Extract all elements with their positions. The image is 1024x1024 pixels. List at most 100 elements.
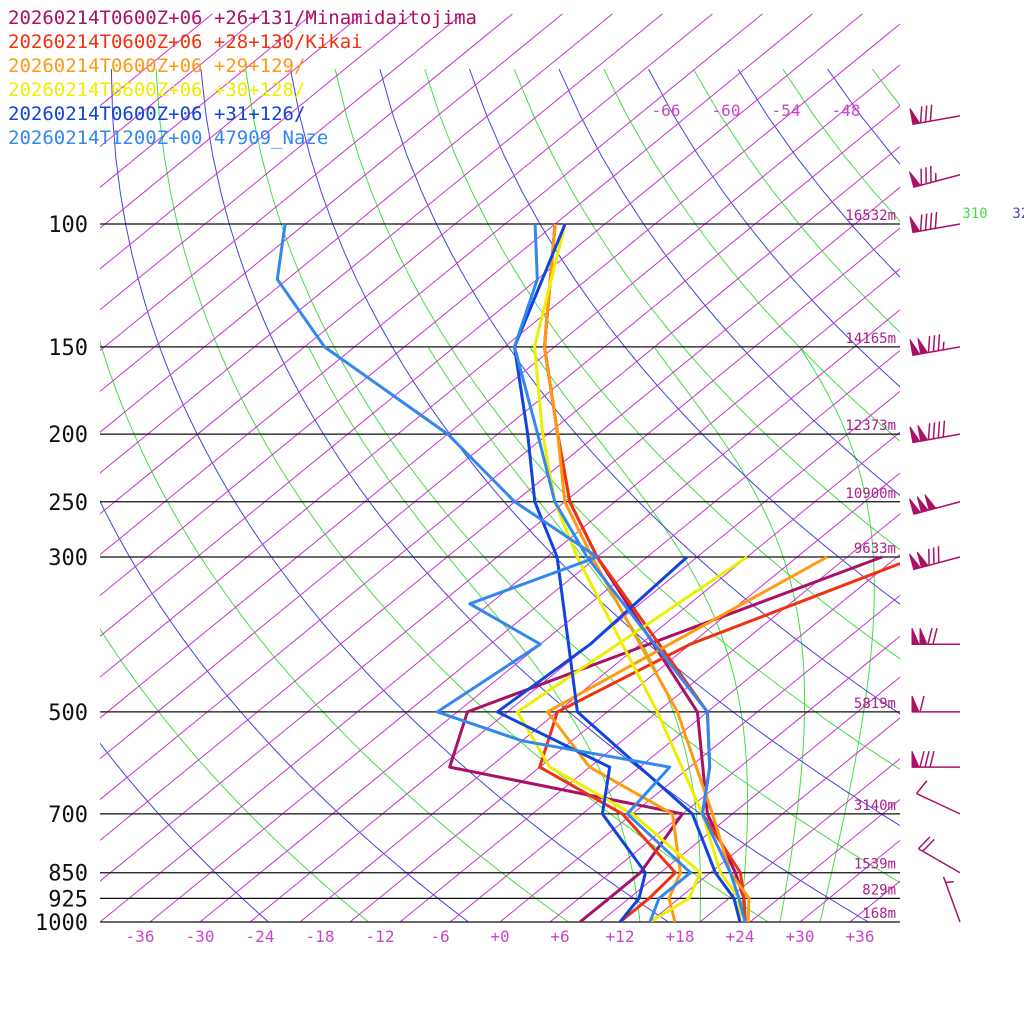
isotherm-line (100, 186, 900, 842)
wind-barb (942, 876, 961, 923)
wind-barb (909, 420, 961, 444)
isotherm-line (100, 23, 900, 678)
isotherms (100, 13, 1024, 922)
wind-barb-flag (927, 628, 933, 645)
isotherm-line (100, 13, 463, 311)
height-label: 14165m (845, 331, 896, 347)
dry-adiabat-line (558, 68, 900, 497)
legend-entry: 20260214T0600Z+06 +31+126/ (8, 103, 305, 125)
pressure-tick-label: 150 (48, 336, 88, 361)
wind-barb (915, 780, 961, 815)
dry-adiabat-line (100, 500, 469, 922)
wind-barb (909, 546, 961, 571)
wind-barb-flag (919, 106, 923, 123)
dewpoint-line (545, 555, 828, 922)
temperature-tick-label: +12 (606, 927, 635, 946)
wind-barb-pennant (911, 750, 920, 768)
temperature-tick-label: -12 (366, 927, 395, 946)
dry-adiabat-line (110, 69, 669, 922)
dry-adiabat-line (424, 68, 900, 660)
isotherm-line (950, 14, 1024, 922)
height-label: 829m (862, 882, 896, 898)
wind-barb-pennant (909, 339, 921, 356)
isotherm-line (199, 349, 900, 922)
dry-adiabat-line (1007, 69, 1024, 922)
wind-barb-flag (924, 750, 930, 768)
isotherm-line (799, 839, 900, 922)
wind-barb-pennant (924, 494, 937, 511)
wind-barb-flag (919, 695, 925, 713)
isotherm-line (100, 13, 563, 393)
dry-adiabat-line (245, 69, 900, 884)
pressure-tick-label: 1000 (35, 911, 88, 936)
pressure-tick-label: 500 (48, 701, 88, 726)
wind-barb-pennant (917, 337, 929, 355)
wind-barb-flag (942, 420, 946, 438)
temperature-tick-label: -24 (246, 927, 275, 946)
dry-adiabat-line (200, 69, 869, 922)
wind-barb-flag (929, 212, 933, 230)
temperature-tick-label: +24 (726, 927, 755, 946)
wind-barb (911, 750, 960, 768)
wind-barb-flag (919, 214, 923, 231)
isotherm-line (100, 13, 413, 270)
dry-adiabat-line (782, 68, 900, 222)
wind-barb-pennant (919, 628, 928, 645)
temperature-line (513, 223, 747, 922)
legend: 20260214T0600Z+06 +26+131/Minamidaitojim… (8, 7, 477, 149)
mixing-ratio-label: -60 (712, 101, 741, 120)
isotherm-line (599, 676, 900, 922)
wind-barb (909, 494, 961, 515)
temperature-tick-label: +6 (550, 927, 569, 946)
wind-barb-pennant (911, 695, 920, 713)
wind-barb-flag (932, 628, 938, 645)
wind-barb-flag (932, 422, 936, 439)
moist-adiabat-line (308, 346, 641, 922)
isotherm-line (100, 145, 900, 801)
wind-barb-pennant (911, 628, 920, 645)
isotherm-line (1000, 14, 1024, 922)
dry-adiabat-line (100, 627, 369, 922)
dry-adiabat-line (469, 68, 900, 605)
temperature-tick-label: +30 (786, 927, 815, 946)
dry-adiabat-line (100, 742, 269, 922)
wind-barb-pennant (917, 425, 929, 442)
theta-label: 320 (1012, 206, 1024, 222)
isotherm-line (100, 13, 713, 515)
wind-barb (909, 104, 961, 125)
moist-adiabat-line (799, 346, 875, 922)
dry-adiabat-line (917, 69, 1024, 922)
legend-entry: 20260214T0600Z+06 +29+129/ (8, 55, 305, 77)
wind-barb-flag (937, 421, 941, 438)
moist-adiabat-line (529, 346, 749, 922)
wind-barb-flag (927, 335, 931, 353)
height-label: 10900m (845, 486, 896, 502)
isotherm-line (499, 594, 900, 922)
wind-barb-pennant (909, 498, 922, 515)
dry-adiabat-line (334, 68, 900, 770)
dry-adiabat-line (603, 68, 900, 442)
wind-barb-flag (934, 211, 938, 229)
wind-barb-staff (918, 848, 961, 874)
wind-barb-flag (927, 423, 931, 440)
isotherm-line (100, 13, 863, 637)
isotherm-line (100, 13, 513, 352)
temperature-line (513, 223, 742, 922)
pressure-tick-label: 700 (48, 803, 88, 828)
wind-barb-staff (942, 876, 961, 923)
wind-barb-pennant (909, 171, 922, 188)
wind-barb-flag (942, 341, 945, 350)
wind-barb-staff (916, 792, 961, 815)
isotherm-line (100, 227, 900, 882)
wind-barb-pennant (916, 496, 929, 513)
pressure-tick-label: 100 (48, 213, 88, 238)
dry-adiabat-line (379, 68, 900, 715)
wind-barb-flag (929, 104, 933, 122)
dewpoint-line (448, 555, 883, 922)
isotherm-line (100, 13, 263, 148)
wind-barb-pennant (909, 216, 921, 233)
dewpoint-line (275, 223, 692, 922)
isotherm-line (100, 268, 900, 922)
